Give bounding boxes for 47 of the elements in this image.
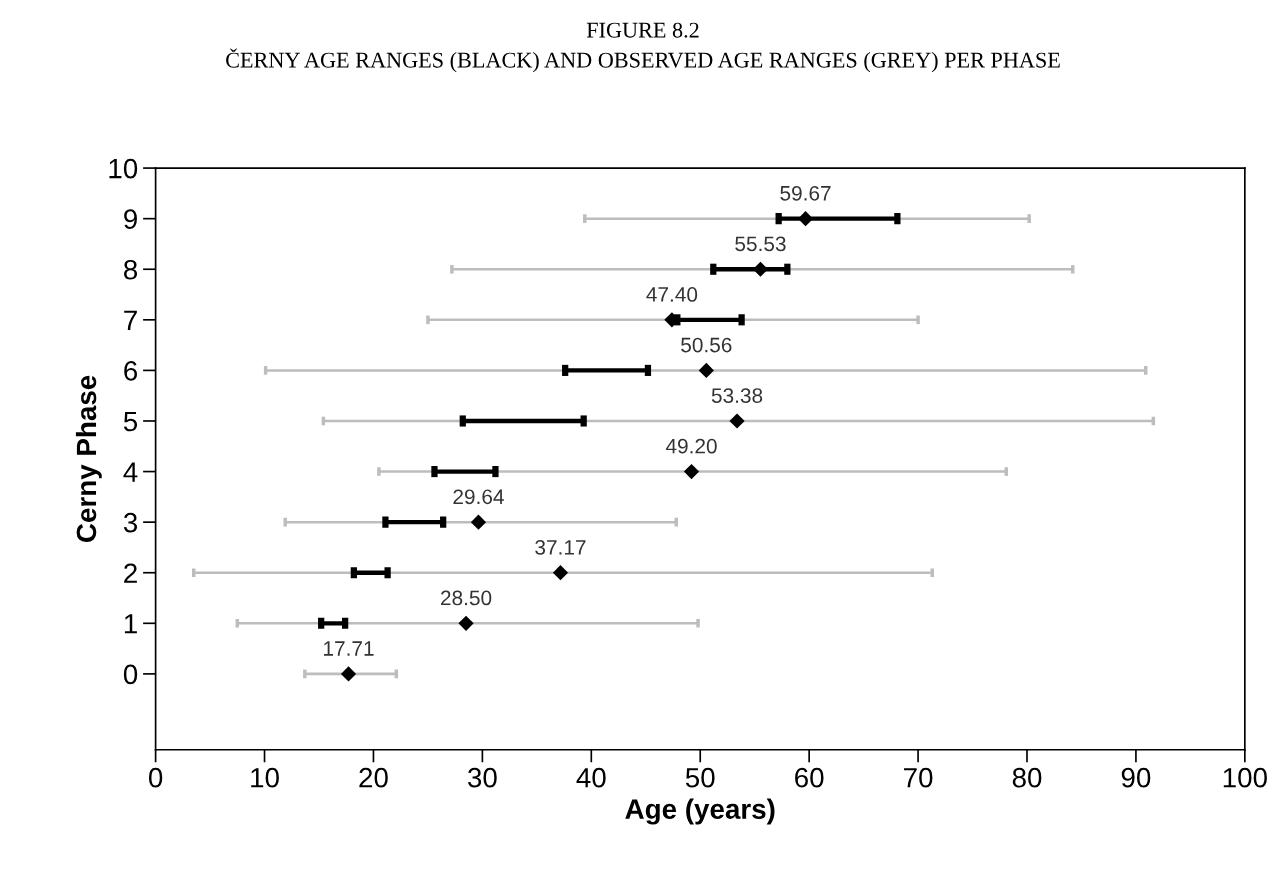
data-label: 17.71 <box>324 641 374 656</box>
point <box>340 666 357 682</box>
x-tick-label: 70 <box>904 767 933 788</box>
point <box>470 514 487 530</box>
data-label: 53.38 <box>711 388 763 403</box>
x-tick-label: 80 <box>1012 767 1042 788</box>
y-tick-label: 0 <box>123 664 138 685</box>
y-tick-label: 1 <box>124 614 137 634</box>
x-tick-label: 40 <box>576 767 606 788</box>
y-tick-label: 8 <box>124 259 138 280</box>
y-tick-label: 9 <box>124 209 137 229</box>
y-tick-label: 10 <box>109 158 138 179</box>
point <box>729 413 745 429</box>
y-tick-label: 3 <box>123 512 138 533</box>
x-tick-label: 60 <box>795 767 824 788</box>
y-axis-title: Cerny Phase <box>75 375 102 542</box>
chart-title: FIGURE 8.2 <box>586 22 699 38</box>
y-tick-label: 4 <box>123 462 138 482</box>
x-tick-label: 10 <box>251 767 279 788</box>
chart-subtitle: ČERNY AGE RANGES (BLACK) AND OBSERVED AGE RANGES (GREY) PER PHASE <box>226 48 1060 73</box>
bar <box>193 571 933 574</box>
x-tick-label: 30 <box>467 767 497 788</box>
data-label: 28.50 <box>441 590 492 606</box>
x-tick-label: 50 <box>685 767 715 788</box>
x-tick-label: 20 <box>359 767 388 788</box>
point <box>752 261 769 277</box>
y-tick-label: 7 <box>124 310 137 330</box>
y-tick-label: 2 <box>124 563 137 583</box>
data-label: 47.40 <box>646 287 698 302</box>
point <box>797 211 814 227</box>
data-label: 59.67 <box>780 185 831 201</box>
data-label: 29.64 <box>453 489 504 505</box>
x-tick-label: 100 <box>1223 767 1267 788</box>
data-label: 37.17 <box>535 539 586 555</box>
point <box>458 615 474 631</box>
point <box>552 565 569 581</box>
data-label: 55.53 <box>735 236 786 252</box>
x-tick-label: 0 <box>148 767 163 788</box>
x-axis-title: Age (years) <box>625 798 775 825</box>
point <box>683 463 700 480</box>
y-tick-label: 6 <box>124 361 138 381</box>
y-tick-label: 5 <box>123 411 138 432</box>
point <box>698 362 714 379</box>
data-label: 49.20 <box>665 438 717 454</box>
bar <box>237 622 699 625</box>
x-tick-label: 90 <box>1121 767 1151 788</box>
data-label: 50.56 <box>681 337 732 353</box>
